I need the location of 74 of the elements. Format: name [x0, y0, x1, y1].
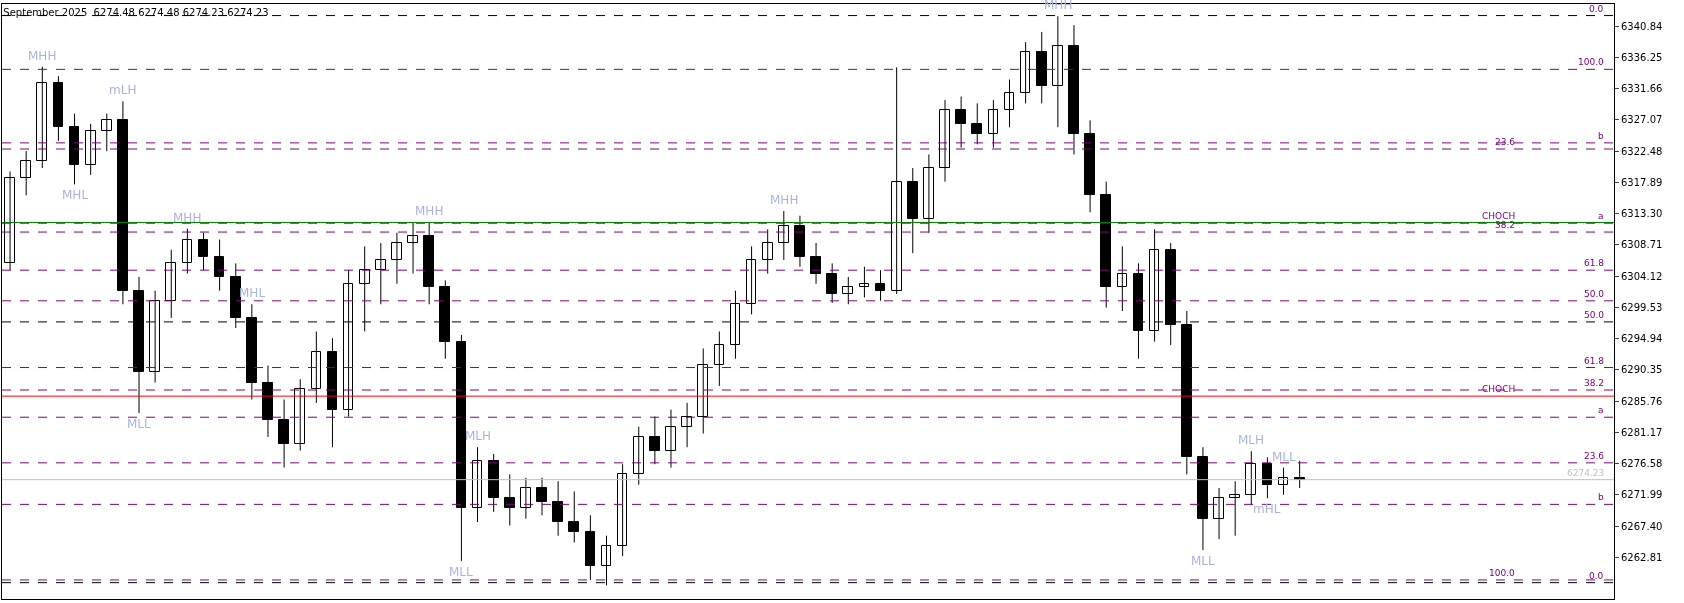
y-tick-label: 6308.71	[1621, 239, 1663, 251]
annotation: MLL	[1191, 554, 1216, 568]
candlestick	[375, 242, 386, 305]
y-tick-label: 6294.94	[1621, 333, 1663, 345]
annotation: MLH	[465, 429, 492, 443]
candlestick	[988, 99, 998, 149]
y-tick-label: 6267.40	[1621, 520, 1663, 532]
candlestick	[1020, 41, 1030, 104]
annotation: CHOCH	[1482, 384, 1516, 394]
annotation: MLL	[1272, 450, 1297, 464]
candlestick	[714, 330, 724, 387]
candlestick	[1117, 245, 1127, 312]
annotation: b	[1598, 492, 1604, 502]
annotation: 0.0	[1589, 571, 1604, 581]
annotation: mHL	[1253, 502, 1281, 516]
y-tick-label: 6262.81	[1621, 551, 1663, 563]
annotation: 38.2	[1495, 220, 1516, 230]
candlestick	[762, 228, 773, 275]
annotation: 100.0	[1489, 568, 1516, 578]
y-tick-label: 6322.48	[1621, 145, 1663, 157]
y-tick-label: 6285.76	[1621, 395, 1663, 407]
y-tick-label: 6313.30	[1621, 208, 1663, 220]
annotation: 100.0	[1578, 57, 1605, 67]
candlestick	[971, 102, 982, 145]
y-tick-label: 6281.17	[1621, 426, 1663, 438]
annotation: MLH	[1238, 433, 1265, 447]
annotation: 61.8	[1584, 258, 1605, 268]
y-tick-label: 6290.35	[1621, 364, 1663, 376]
y-tick-label: 6304.12	[1621, 270, 1663, 282]
candlestick	[423, 221, 434, 305]
candlestick	[1229, 480, 1240, 537]
annotation: 23.6	[1584, 451, 1605, 461]
chart-title: September 2025 6274.48 6274.48 6274.23 6274.23	[3, 7, 269, 19]
candlestick	[826, 262, 837, 304]
annotation: 50.0	[1584, 310, 1605, 320]
annotation: a	[1598, 405, 1604, 415]
annotation: 61.8	[1584, 356, 1605, 366]
candlestick	[20, 150, 31, 196]
y-tick-label: 6299.53	[1621, 301, 1663, 313]
annotation: 38.2	[1584, 378, 1605, 388]
candlestick	[875, 269, 885, 302]
annotation: 50.0	[1584, 289, 1605, 299]
candlestick	[568, 490, 579, 543]
y-tick-label: 6317.89	[1621, 176, 1663, 188]
annotation: MLL	[127, 417, 152, 431]
candlestick	[1036, 31, 1047, 104]
candlestick	[859, 266, 869, 298]
annotation: CHOCH	[1482, 211, 1516, 221]
ref-line-label: 6274.23	[1567, 468, 1605, 478]
y-tick-label: 6276.58	[1621, 458, 1663, 470]
annotation: a	[1598, 211, 1604, 221]
y-tick-label: 6271.99	[1621, 489, 1663, 501]
annotation: MHH	[28, 49, 57, 63]
candlestick	[101, 113, 112, 152]
annotation: MHH	[415, 204, 444, 218]
y-tick-label: 6336.25	[1621, 51, 1663, 63]
candlestick	[1004, 79, 1014, 128]
y-tick-label: 6327.07	[1621, 114, 1663, 126]
candlestick	[198, 232, 208, 271]
candlestick	[842, 276, 853, 305]
annotation: MLL	[449, 565, 474, 579]
annotation: mLH	[109, 83, 137, 97]
annotation: 23.6	[1495, 137, 1516, 147]
annotation: MHH	[173, 211, 202, 225]
y-tick-label: 6331.66	[1621, 83, 1663, 95]
annotation: b	[1598, 131, 1604, 141]
candlestick	[585, 514, 595, 581]
candlestick	[182, 228, 192, 275]
y-tick-label: 6340.84	[1621, 20, 1663, 32]
annotation: 0.0	[1589, 4, 1604, 14]
candlestick	[907, 167, 918, 254]
annotation: MHL	[62, 188, 89, 202]
candlestick	[53, 75, 63, 142]
annotation: MHH	[770, 193, 799, 207]
